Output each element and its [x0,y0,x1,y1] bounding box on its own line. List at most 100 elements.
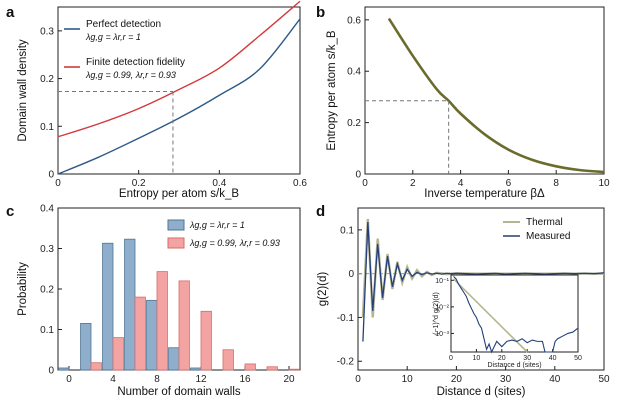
bar-perfect [58,367,70,371]
bar-finite [90,362,102,371]
y-tick-label: 0.1 [40,122,54,133]
plot-frame [57,6,301,175]
bar-finite [288,368,300,371]
legend-sublabel: λg,g = λr,r = 1 [85,32,141,42]
y-tick-label: 0.4 [40,204,54,215]
bar-finite [178,280,190,371]
x-axis-label: Distance d (sites) [437,386,526,398]
bar-perfect [80,323,92,371]
plot-frame [357,207,605,371]
inset-thermal-line [452,278,528,353]
x-tick-label: 4 [458,178,464,189]
y-tick-label: 0 [348,269,354,280]
bar-perfect [146,299,158,371]
inset-x-tick-label: 0 [449,355,453,362]
x-tick-label: 8 [154,374,160,385]
bar-perfect [168,347,180,371]
y-tick-label: 0.3 [40,26,54,37]
bar-finite [266,366,278,371]
y-tick-label: 0.3 [40,244,54,255]
x-tick-label: 2 [410,178,416,189]
legend-label: Perfect detection [86,19,161,30]
y-tick-label: 0.6 [347,15,361,26]
inset-y-label: (−1)^d g(2)(d) [433,292,440,335]
bar-perfect [124,238,136,371]
legend-swatch [167,237,185,249]
x-tick-label: 0.2 [132,178,146,189]
y-axis-label: Domain wall density [17,39,29,142]
x-tick-label: 0 [55,178,61,189]
x-tick-label: 40 [549,374,561,385]
inset-x-tick-label: 30 [523,355,531,362]
inset-x-tick-label: 20 [498,355,506,362]
series-line-perfect-detection [57,18,301,175]
inset-y-tick-label: 10⁻¹ [435,278,449,285]
x-tick-label: 6 [506,178,512,189]
x-tick-label: 30 [500,374,512,385]
inset-measured-line [453,275,579,354]
x-axis-label: Inverse temperature βΔ [424,188,545,200]
panel-b-chart: 0 2 4 6 8 10 0 0.2 0.4 0.6 Inverse temperature βΔ E… [326,6,610,200]
legend-label: Measured [526,231,570,242]
bar-perfect [190,367,202,371]
x-tick-label: 10 [402,374,414,385]
y-tick-label: 0 [355,170,361,181]
inset-x-tick-label: 40 [549,355,557,362]
panel-label-a: a [6,4,15,21]
bar-finite [156,271,168,371]
bar-finite [200,310,212,371]
legend-label: Thermal [526,217,563,228]
legend-label: λg,g = 0.99, λr,r = 0.93 [189,238,280,248]
legend-label: λg,g = λr,r = 1 [189,220,245,230]
x-tick-label: 8 [553,178,559,189]
x-axis-label: Entropy per atom s/k_B [119,188,239,200]
bar-finite [134,296,146,371]
y-axis-label: Probability [17,262,29,316]
x-tick-label: 50 [598,374,610,385]
bar-perfect [102,242,114,371]
series-line-finite-fidelity [57,0,301,138]
series-line-entropy [387,17,605,174]
series-line-measured [362,221,605,342]
inset-x-tick-label: 10 [473,355,481,362]
inset-x-label: Distance d (sites) [487,362,541,369]
y-tick-label: 0.2 [40,285,54,296]
x-tick-label: 20 [283,374,295,385]
bar-finite [244,363,256,371]
y-tick-label: 0.1 [340,225,354,236]
x-tick-label: 0 [66,374,72,385]
x-tick-label: 0.4 [212,178,226,189]
legend-swatch [167,219,185,231]
y-tick-label: -0.1 [337,313,355,324]
panel-label-b: b [316,4,325,21]
y-tick-label: 0.2 [347,118,361,129]
x-tick-label: 10 [598,178,610,189]
legend-label: Finite detection fidelity [86,57,185,68]
legend-sublabel: λg,g = 0.99, λr,r = 0.93 [85,70,176,80]
inset-y-tick-label: 10⁻³ [435,331,449,338]
y-tick-label: 0.2 [40,74,54,85]
inset-y-tick-label: 10⁻² [435,304,449,311]
bar-finite [222,349,234,371]
panel-label-c: c [6,203,14,220]
x-tick-label: 16 [239,374,251,385]
x-tick-label: 0 [362,178,368,189]
y-tick-label: 0 [48,170,54,181]
panel-label-d: d [316,203,325,220]
y-tick-label: 0.4 [347,67,361,78]
x-tick-label: 0.6 [293,178,307,189]
x-tick-label: 20 [451,374,463,385]
plot-frame [364,6,605,175]
y-axis-label: Entropy per atom s/k_B [326,30,338,150]
y-axis-label: g(2)(d) [317,272,329,307]
bar-finite [112,337,124,371]
x-axis-label: Number of domain walls [117,386,241,398]
y-tick-label: 0 [48,366,54,377]
x-tick-label: 0 [355,374,361,385]
panel-d-chart: 0 10 20 30 40 50 -0.2 -0.1 0 0.1 Thermal Measured 0 1… [317,207,610,398]
panel-a-chart: 0 0.2 0.4 0.6 0 0.1 0.2 0.3 Perfect detection λg,… [17,0,307,200]
x-tick-label: 12 [195,374,207,385]
x-tick-label: 4 [110,374,116,385]
y-tick-label: -0.2 [337,357,355,368]
